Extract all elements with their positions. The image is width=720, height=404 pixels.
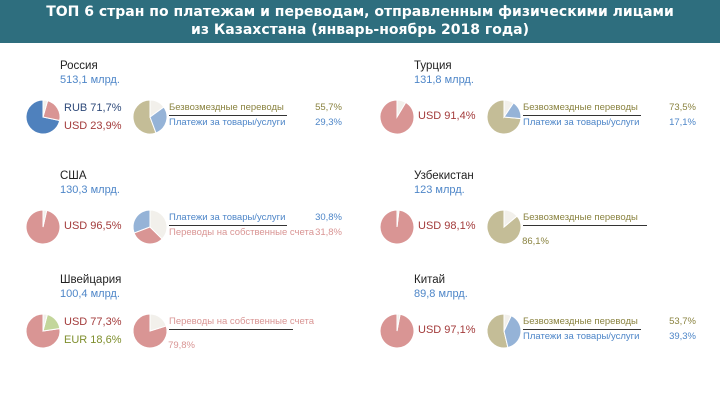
- country-panel: США 130,3 млрд. USD 96,5% Платежи за товары…: [22, 166, 352, 270]
- country-panel: Турция 131,8 млрд. USD 91,4% Безвозмездные …: [376, 56, 706, 160]
- currency-label: USD 23,9%: [64, 120, 122, 132]
- pie-slice-other: [396, 99, 407, 119]
- purpose-value: 79,8%: [168, 340, 195, 351]
- purpose-label: Платежи за товары/услуги: [169, 212, 286, 223]
- chart-title-line-2: из Казахстана (январь-ноябрь 2018 года): [191, 22, 529, 38]
- country-panel: Китай 89,8 млрд. USD 97,1% Безвозмездные пе…: [376, 270, 706, 374]
- country-name: Узбекистан: [414, 170, 474, 182]
- country-panel: Швейцария 100,4 млрд. USD 77,3% EUR 18,6% Пе…: [22, 270, 352, 374]
- currency-label: USD 98,1%: [418, 220, 476, 232]
- purpose-pie: [486, 99, 522, 135]
- purpose-value: 17,1%: [669, 117, 696, 128]
- purpose-pie: [132, 99, 168, 135]
- currency-pie: [25, 99, 61, 135]
- country-name: Китай: [414, 274, 446, 286]
- country-name: США: [60, 170, 87, 182]
- purpose-label: Платежи за товары/услуги: [523, 331, 640, 342]
- purpose-label: Платежи за товары/услуги: [523, 117, 640, 128]
- currency-pie: [379, 313, 415, 349]
- label-underline: [523, 115, 641, 116]
- currency-label: RUB 71,7%: [64, 102, 122, 114]
- purpose-label: Безвозмездные переводы: [169, 102, 284, 113]
- label-underline: [169, 225, 287, 226]
- country-total: 100,4 млрд.: [60, 288, 120, 300]
- currency-pie: [379, 209, 415, 245]
- country-total: 513,1 млрд.: [60, 74, 120, 86]
- currency-label: USD 91,4%: [418, 110, 476, 122]
- country-name: Россия: [60, 60, 98, 72]
- purpose-label: Переводы на собственные счета: [169, 227, 315, 238]
- pie-slice-other: [149, 99, 165, 118]
- country-total: 123 млрд.: [414, 184, 465, 196]
- currency-label: USD 97,1%: [418, 324, 476, 336]
- chart-title-line-1: ТОП 6 стран по платежам и переводам, отп…: [46, 4, 674, 20]
- purpose-pie: [132, 313, 168, 349]
- purpose-value: 55,7%: [315, 102, 342, 113]
- pie-slice-other: [503, 209, 518, 229]
- purpose-value: 39,3%: [669, 331, 696, 342]
- country-name: Турция: [414, 60, 452, 72]
- country-total: 89,8 млрд.: [414, 288, 468, 300]
- pie-slice-other: [396, 313, 401, 332]
- country-panel: Узбекистан 123 млрд. USD 98,1% Безвозмездны…: [376, 166, 706, 270]
- pie-slice-other: [42, 313, 48, 332]
- label-underline: [169, 115, 287, 116]
- currency-label: USD 96,5%: [64, 220, 122, 232]
- pie-slice: [486, 313, 509, 349]
- pie-slice: [503, 314, 522, 349]
- pie-slice: [132, 99, 157, 135]
- pie-slice: [132, 209, 151, 234]
- currency-label: EUR 18,6%: [64, 334, 122, 346]
- pie-slice: [379, 99, 415, 135]
- country-name: Швейцария: [60, 274, 122, 286]
- purpose-value: 73,5%: [669, 102, 696, 113]
- country-total: 130,3 млрд.: [60, 184, 120, 196]
- label-underline: [523, 225, 647, 226]
- pie-slice-other: [42, 99, 49, 118]
- purpose-pie: [132, 209, 168, 245]
- purpose-value: 29,3%: [315, 117, 342, 128]
- purpose-label: Переводы на собственные счета: [169, 316, 315, 327]
- country-panel: Россия 513,1 млрд. RUB 71,7% USD 23,9% Безво…: [22, 56, 352, 160]
- pie-slice-other: [503, 99, 515, 119]
- purpose-label: Платежи за товары/услуги: [169, 117, 286, 128]
- purpose-label: Безвозмездные переводы: [523, 316, 638, 327]
- purpose-label: Безвозмездные переводы: [523, 212, 638, 223]
- purpose-pie: [486, 209, 522, 245]
- currency-pie: [379, 99, 415, 135]
- purpose-label: Безвозмездные переводы: [523, 102, 638, 113]
- pie-slice-other: [503, 313, 512, 332]
- pie-slice-other: [149, 209, 168, 240]
- pie-slice: [149, 106, 168, 134]
- pie-slice-other: [149, 313, 167, 332]
- purpose-value: 30,8%: [315, 212, 342, 223]
- pie-slice: [133, 226, 163, 245]
- label-underline: [169, 329, 293, 330]
- currency-pie: [25, 313, 61, 349]
- purpose-value: 31,8%: [315, 227, 342, 238]
- country-total: 131,8 млрд.: [414, 74, 474, 86]
- purpose-value: 53,7%: [669, 316, 696, 327]
- purpose-value: 86,1%: [522, 236, 549, 247]
- label-underline: [523, 329, 641, 330]
- title-banner: ТОП 6 стран по платежам и переводам, отп…: [0, 0, 720, 43]
- currency-label: USD 77,3%: [64, 316, 122, 328]
- pie-slice-other: [396, 209, 400, 228]
- pie-slice-other: [42, 209, 48, 228]
- currency-pie: [25, 209, 61, 245]
- purpose-pie: [486, 313, 522, 349]
